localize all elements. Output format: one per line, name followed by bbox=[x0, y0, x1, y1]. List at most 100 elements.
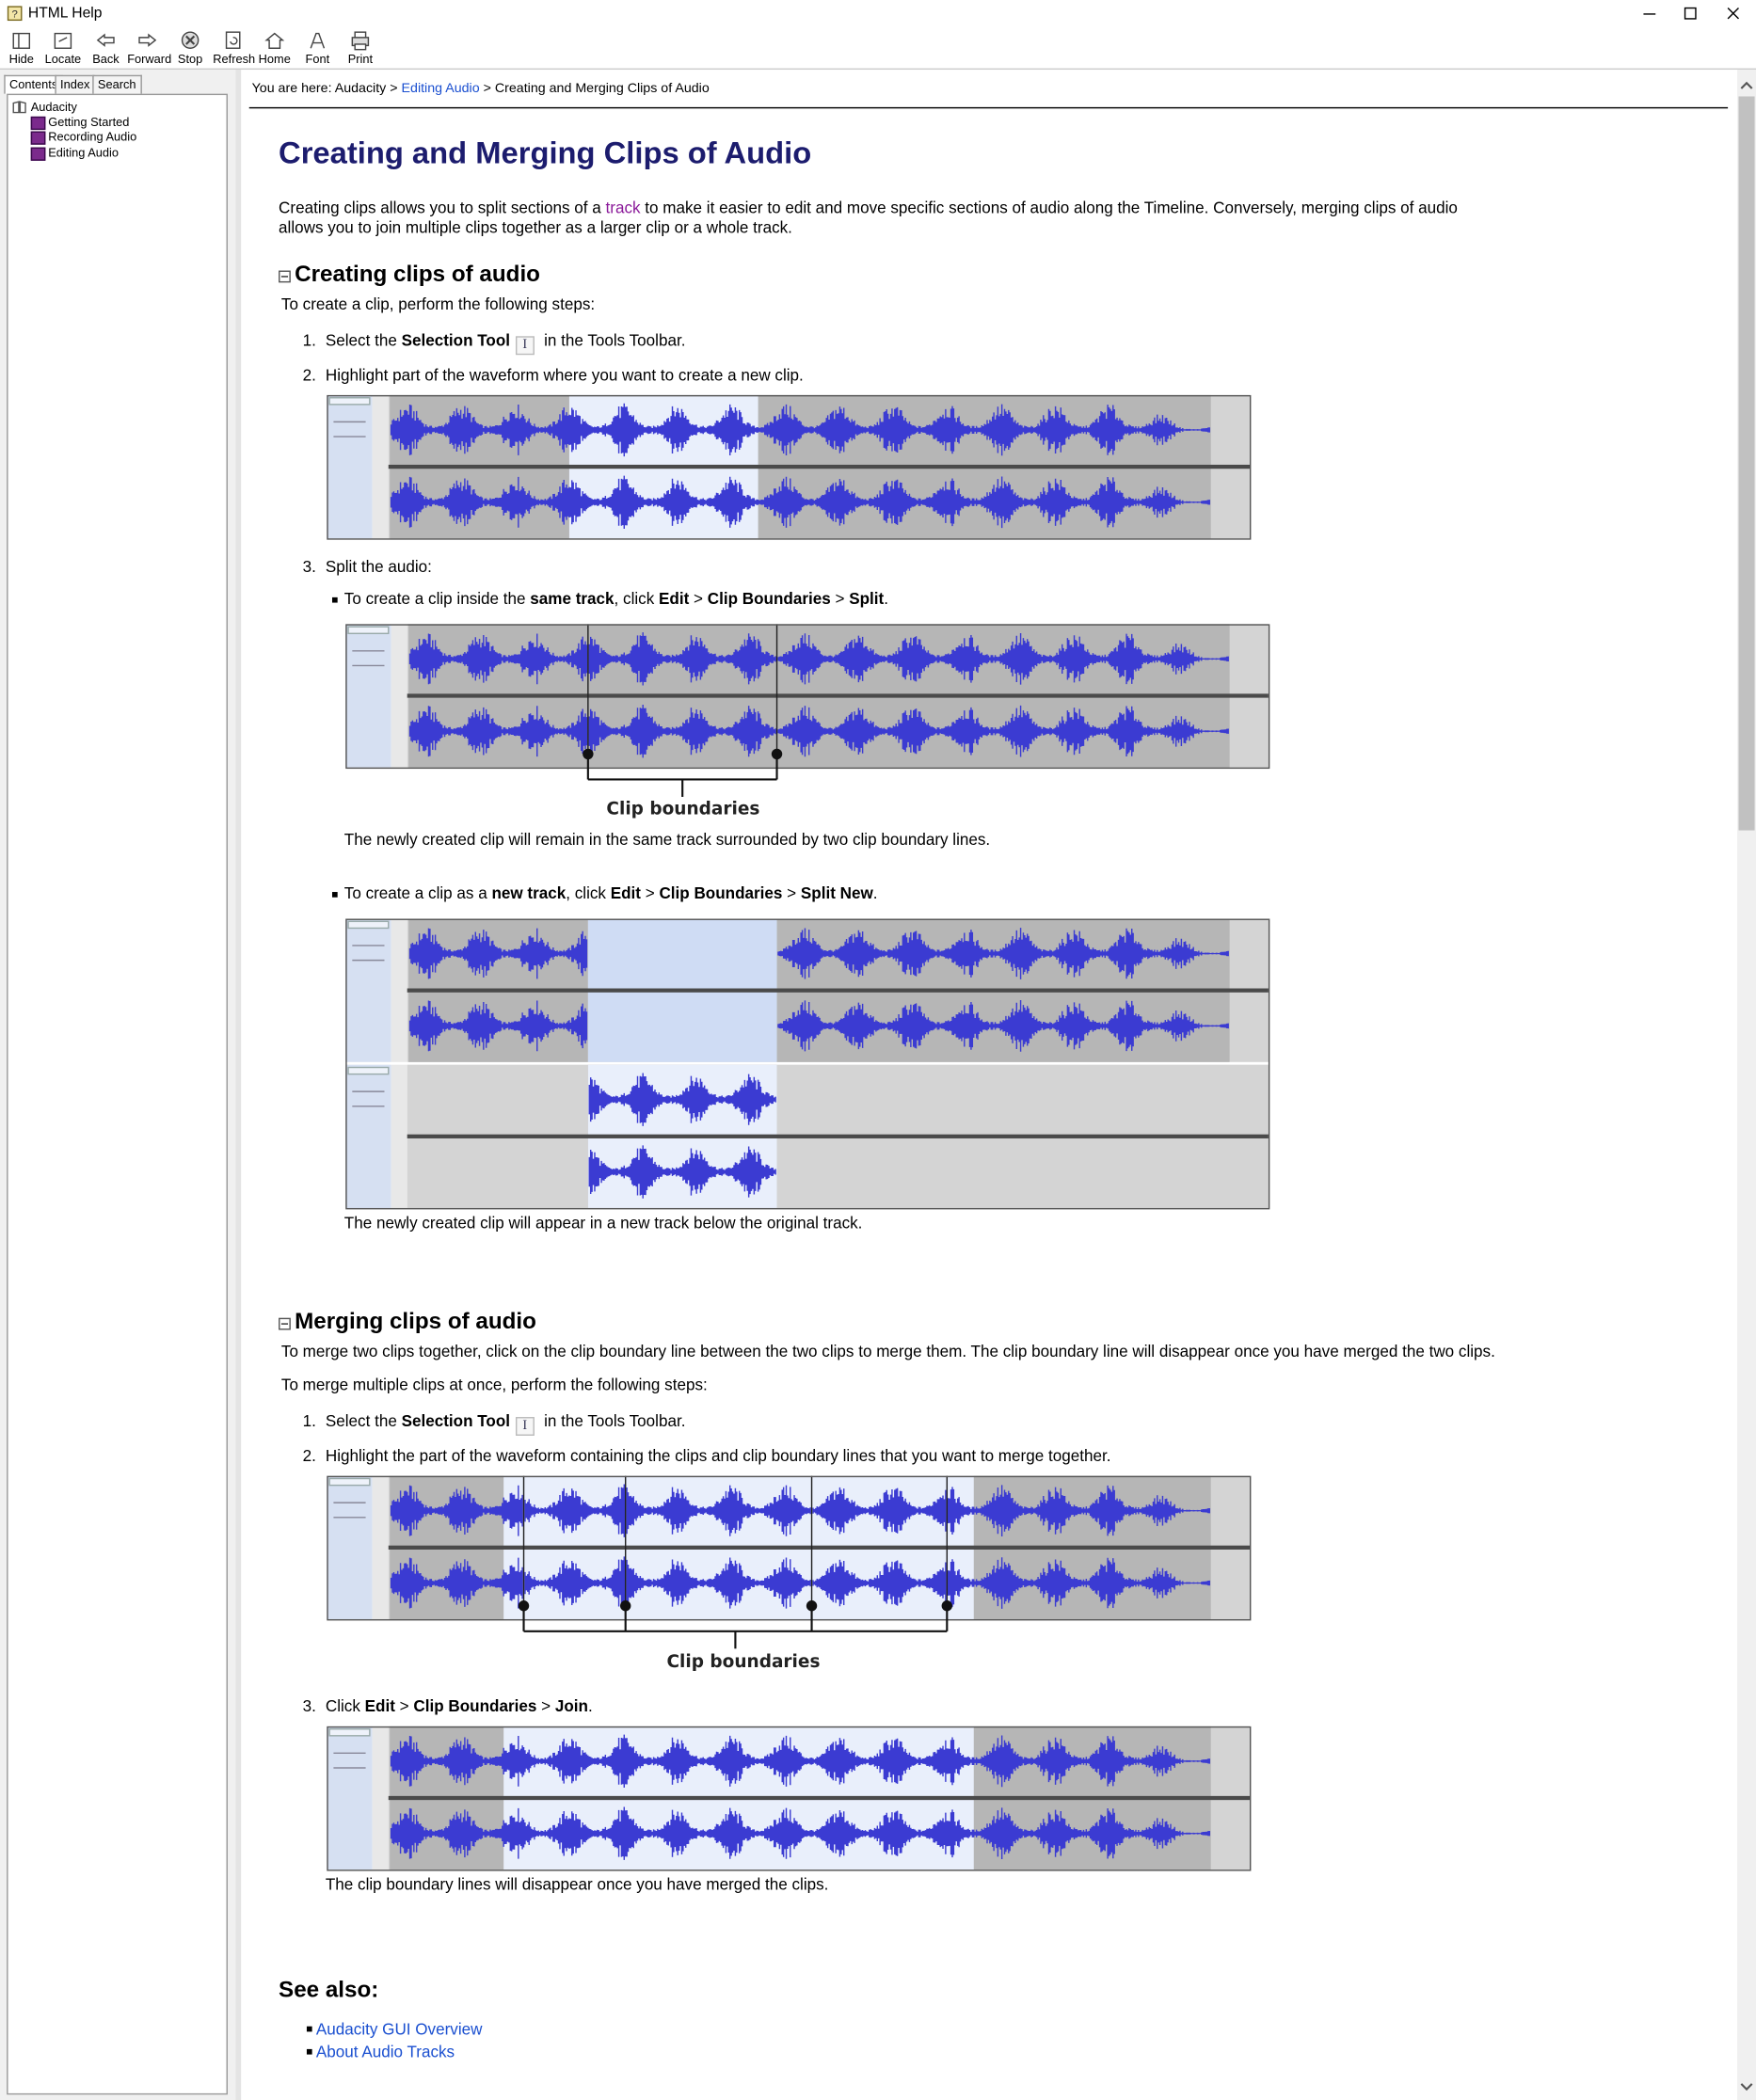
step: Split the audio: bbox=[325, 557, 432, 577]
boundary-dot bbox=[806, 1600, 818, 1612]
toolbar-label: Refresh bbox=[213, 52, 256, 66]
text: , click bbox=[614, 589, 660, 609]
bullet bbox=[331, 892, 338, 898]
toolbar-icon bbox=[138, 33, 157, 47]
tree-item[interactable]: Editing Audio bbox=[48, 146, 120, 160]
window-controls[interactable] bbox=[1634, 0, 1756, 26]
selection-tool-icon: I bbox=[515, 336, 535, 356]
toolbar-button[interactable]: Stop bbox=[170, 28, 211, 66]
step: Click Edit > Clip Boundaries > Join. bbox=[326, 1697, 593, 1717]
toolbar-label: Hide bbox=[8, 52, 34, 66]
channel-separator bbox=[388, 464, 1250, 469]
waveform bbox=[408, 705, 1229, 758]
tab[interactable]: Search bbox=[92, 74, 142, 94]
intro: Creating clips allows you to split secti… bbox=[279, 199, 1484, 239]
text: Edit bbox=[659, 589, 690, 609]
text: > bbox=[830, 589, 850, 609]
panel-detail bbox=[328, 397, 371, 406]
text: . bbox=[884, 589, 888, 609]
track-panel bbox=[327, 1475, 373, 1619]
link[interactable]: Audacity GUI Overview bbox=[315, 2019, 483, 2039]
boundary-dot bbox=[518, 1600, 530, 1612]
toolbar-icon bbox=[225, 31, 241, 49]
figure-border bbox=[345, 624, 1270, 770]
text: Creating clips allows you to split secti… bbox=[279, 198, 606, 217]
book-icon bbox=[30, 131, 46, 145]
waveform bbox=[408, 928, 1229, 979]
book-open-icon bbox=[12, 101, 26, 114]
toolbar-button[interactable]: Font bbox=[297, 28, 338, 66]
text: same track bbox=[530, 589, 615, 609]
toolbar-label: Locate bbox=[44, 52, 82, 66]
toolbar-button[interactable]: Refresh bbox=[213, 28, 256, 66]
boundary-dot bbox=[583, 748, 594, 760]
toolbar-icon bbox=[264, 32, 285, 49]
svg-text:?: ? bbox=[11, 9, 17, 21]
figure-border bbox=[327, 394, 1252, 540]
list-number: 3. bbox=[302, 1696, 316, 1716]
breadcrumb-text: > Creating and Merging Clips of Audio bbox=[483, 81, 710, 97]
text: Edit bbox=[364, 1696, 395, 1716]
paragraph: To merge multiple clips at once, perform… bbox=[280, 1375, 708, 1394]
scroll-up[interactable] bbox=[1738, 78, 1754, 94]
figure-label: Clip boundaries bbox=[606, 799, 760, 820]
toolbar-button[interactable]: Print bbox=[341, 28, 381, 66]
text: > bbox=[394, 1696, 414, 1716]
app-icon: ? bbox=[7, 6, 23, 22]
text: Select the bbox=[325, 1411, 402, 1431]
text: Clip Boundaries bbox=[413, 1696, 537, 1716]
vertical-ruler bbox=[372, 394, 389, 539]
waveform bbox=[408, 1000, 1229, 1052]
figure-label: Clip boundaries bbox=[666, 1652, 821, 1673]
collapse-icon[interactable] bbox=[279, 1317, 291, 1330]
scroll-thumb[interactable] bbox=[1738, 96, 1755, 831]
text: in the Tools Toolbar. bbox=[539, 330, 686, 350]
panel-detail bbox=[347, 1066, 390, 1075]
toolbar-button[interactable]: Locate bbox=[43, 28, 84, 66]
splitter bbox=[235, 70, 242, 2100]
channel-separator bbox=[388, 1795, 1250, 1801]
waveform bbox=[390, 1734, 1210, 1789]
toolbar-label: Back bbox=[92, 52, 120, 66]
breadcrumb-link[interactable]: Editing Audio bbox=[401, 81, 480, 97]
channel-separator bbox=[388, 1545, 1250, 1550]
figure-border bbox=[327, 1475, 1252, 1621]
tree-item[interactable]: Recording Audio bbox=[48, 130, 137, 144]
text: in the Tools Toolbar. bbox=[539, 1411, 686, 1431]
bullet bbox=[331, 597, 338, 603]
track-panel bbox=[345, 1064, 391, 1208]
toolbar-button[interactable]: Hide bbox=[1, 28, 41, 66]
text: . bbox=[587, 1696, 593, 1716]
tree-item[interactable]: Getting Started bbox=[48, 115, 130, 129]
toolbar-button[interactable]: Home bbox=[254, 28, 295, 66]
scroll-down[interactable] bbox=[1738, 2078, 1754, 2094]
text: new track bbox=[491, 883, 567, 903]
toolbar-button[interactable]: Back bbox=[86, 28, 126, 66]
note: The newly created clip will appear in a … bbox=[343, 1213, 863, 1233]
channel-separator bbox=[407, 693, 1269, 698]
text: Selection Tool bbox=[401, 1411, 511, 1431]
tab[interactable]: Index bbox=[55, 74, 96, 94]
text: Select the bbox=[325, 330, 402, 350]
boundary-dot bbox=[771, 748, 783, 760]
list-number: 2. bbox=[302, 365, 316, 385]
text: Clip Boundaries bbox=[707, 589, 831, 609]
collapse-icon[interactable] bbox=[279, 270, 291, 283]
tree-item[interactable]: Audacity bbox=[30, 100, 77, 114]
toolbar-label: Home bbox=[258, 52, 291, 66]
link[interactable]: About Audio Tracks bbox=[315, 2042, 455, 2061]
text: > bbox=[689, 589, 708, 609]
tab[interactable]: Contents bbox=[4, 74, 63, 94]
figure-border bbox=[327, 1726, 1252, 1871]
text: > bbox=[782, 883, 801, 903]
text: Join bbox=[554, 1696, 588, 1716]
waveform bbox=[408, 632, 1229, 686]
vertical-ruler bbox=[372, 1475, 389, 1619]
toolbar-label: Print bbox=[347, 52, 374, 66]
vertical-ruler bbox=[372, 1726, 389, 1870]
link[interactable]: track bbox=[605, 198, 641, 217]
toolbar-button[interactable]: Forward bbox=[127, 28, 171, 66]
title-bar: ? HTML Help bbox=[0, 0, 1756, 27]
